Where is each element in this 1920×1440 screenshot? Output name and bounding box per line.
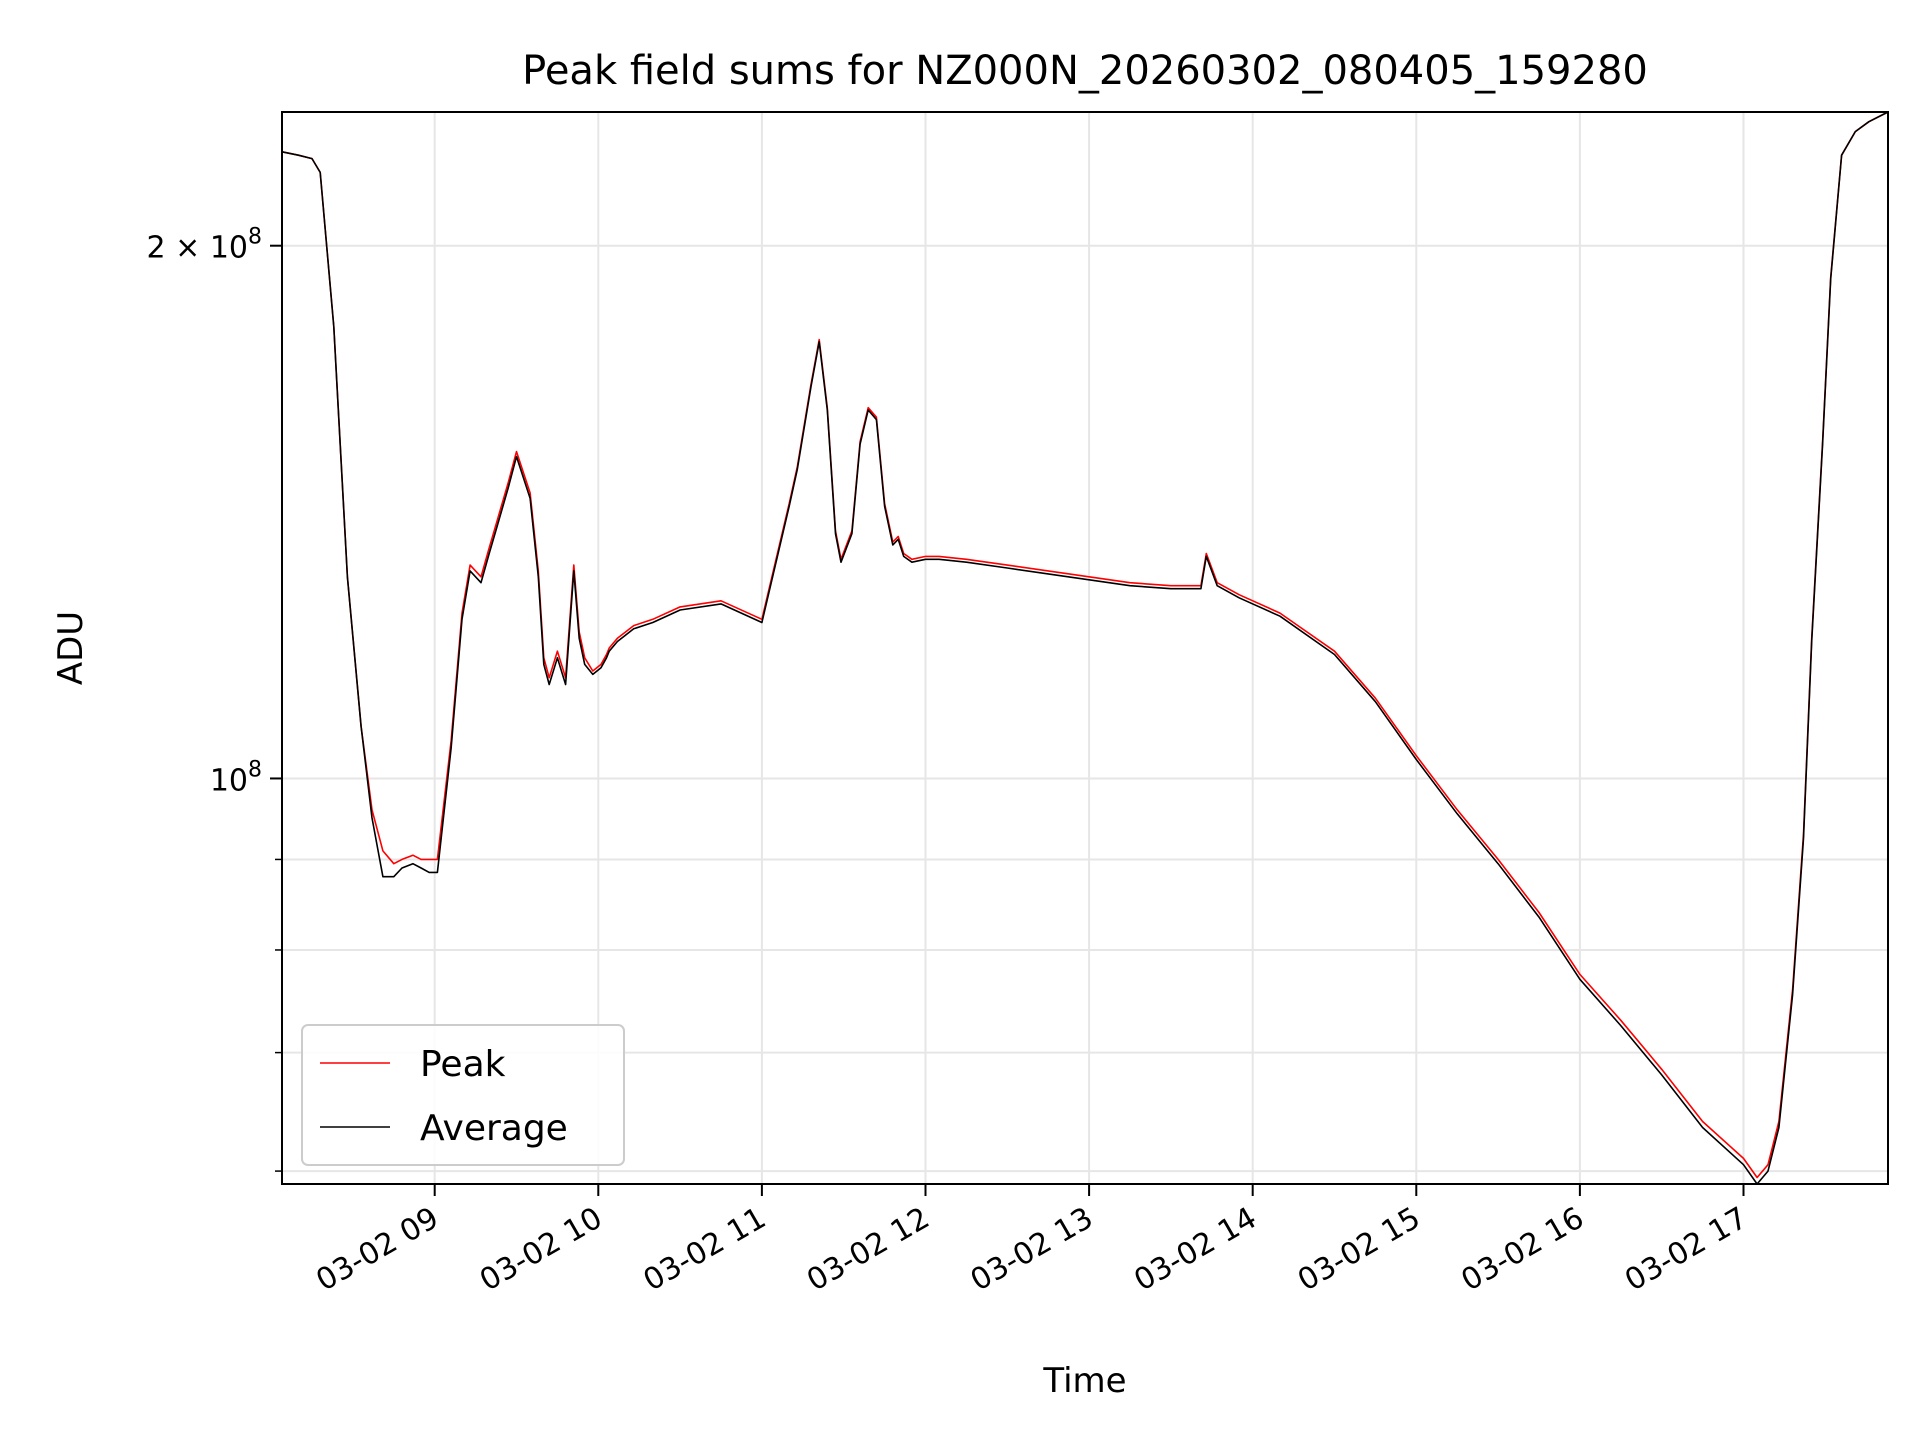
y-tick-exponent: 8: [248, 225, 262, 250]
series-line-average: [281, 111, 1889, 1185]
plot-frame: [281, 111, 1889, 1185]
series-layer: [281, 111, 1889, 1185]
x-axis-title: Time: [1042, 1361, 1126, 1401]
y-tick-exponent: 8: [248, 757, 262, 782]
y-tick-mantissa: 2 ×: [147, 231, 210, 266]
chart-title: Peak field sums for NZ000N_20260302_0804…: [522, 48, 1648, 94]
y-tick-base: 10: [210, 231, 248, 266]
y-tick-label: 108: [210, 757, 262, 798]
y-axis-title: ADU: [51, 611, 91, 685]
legend-label-peak: Peak: [420, 1044, 506, 1085]
y-tick-label: 2 × 108: [147, 225, 262, 266]
legend-box: [301, 1024, 625, 1166]
y-tick-base: 10: [210, 763, 248, 798]
legend-label-average: Average: [420, 1108, 568, 1149]
legend: Peak Average: [301, 1024, 625, 1166]
